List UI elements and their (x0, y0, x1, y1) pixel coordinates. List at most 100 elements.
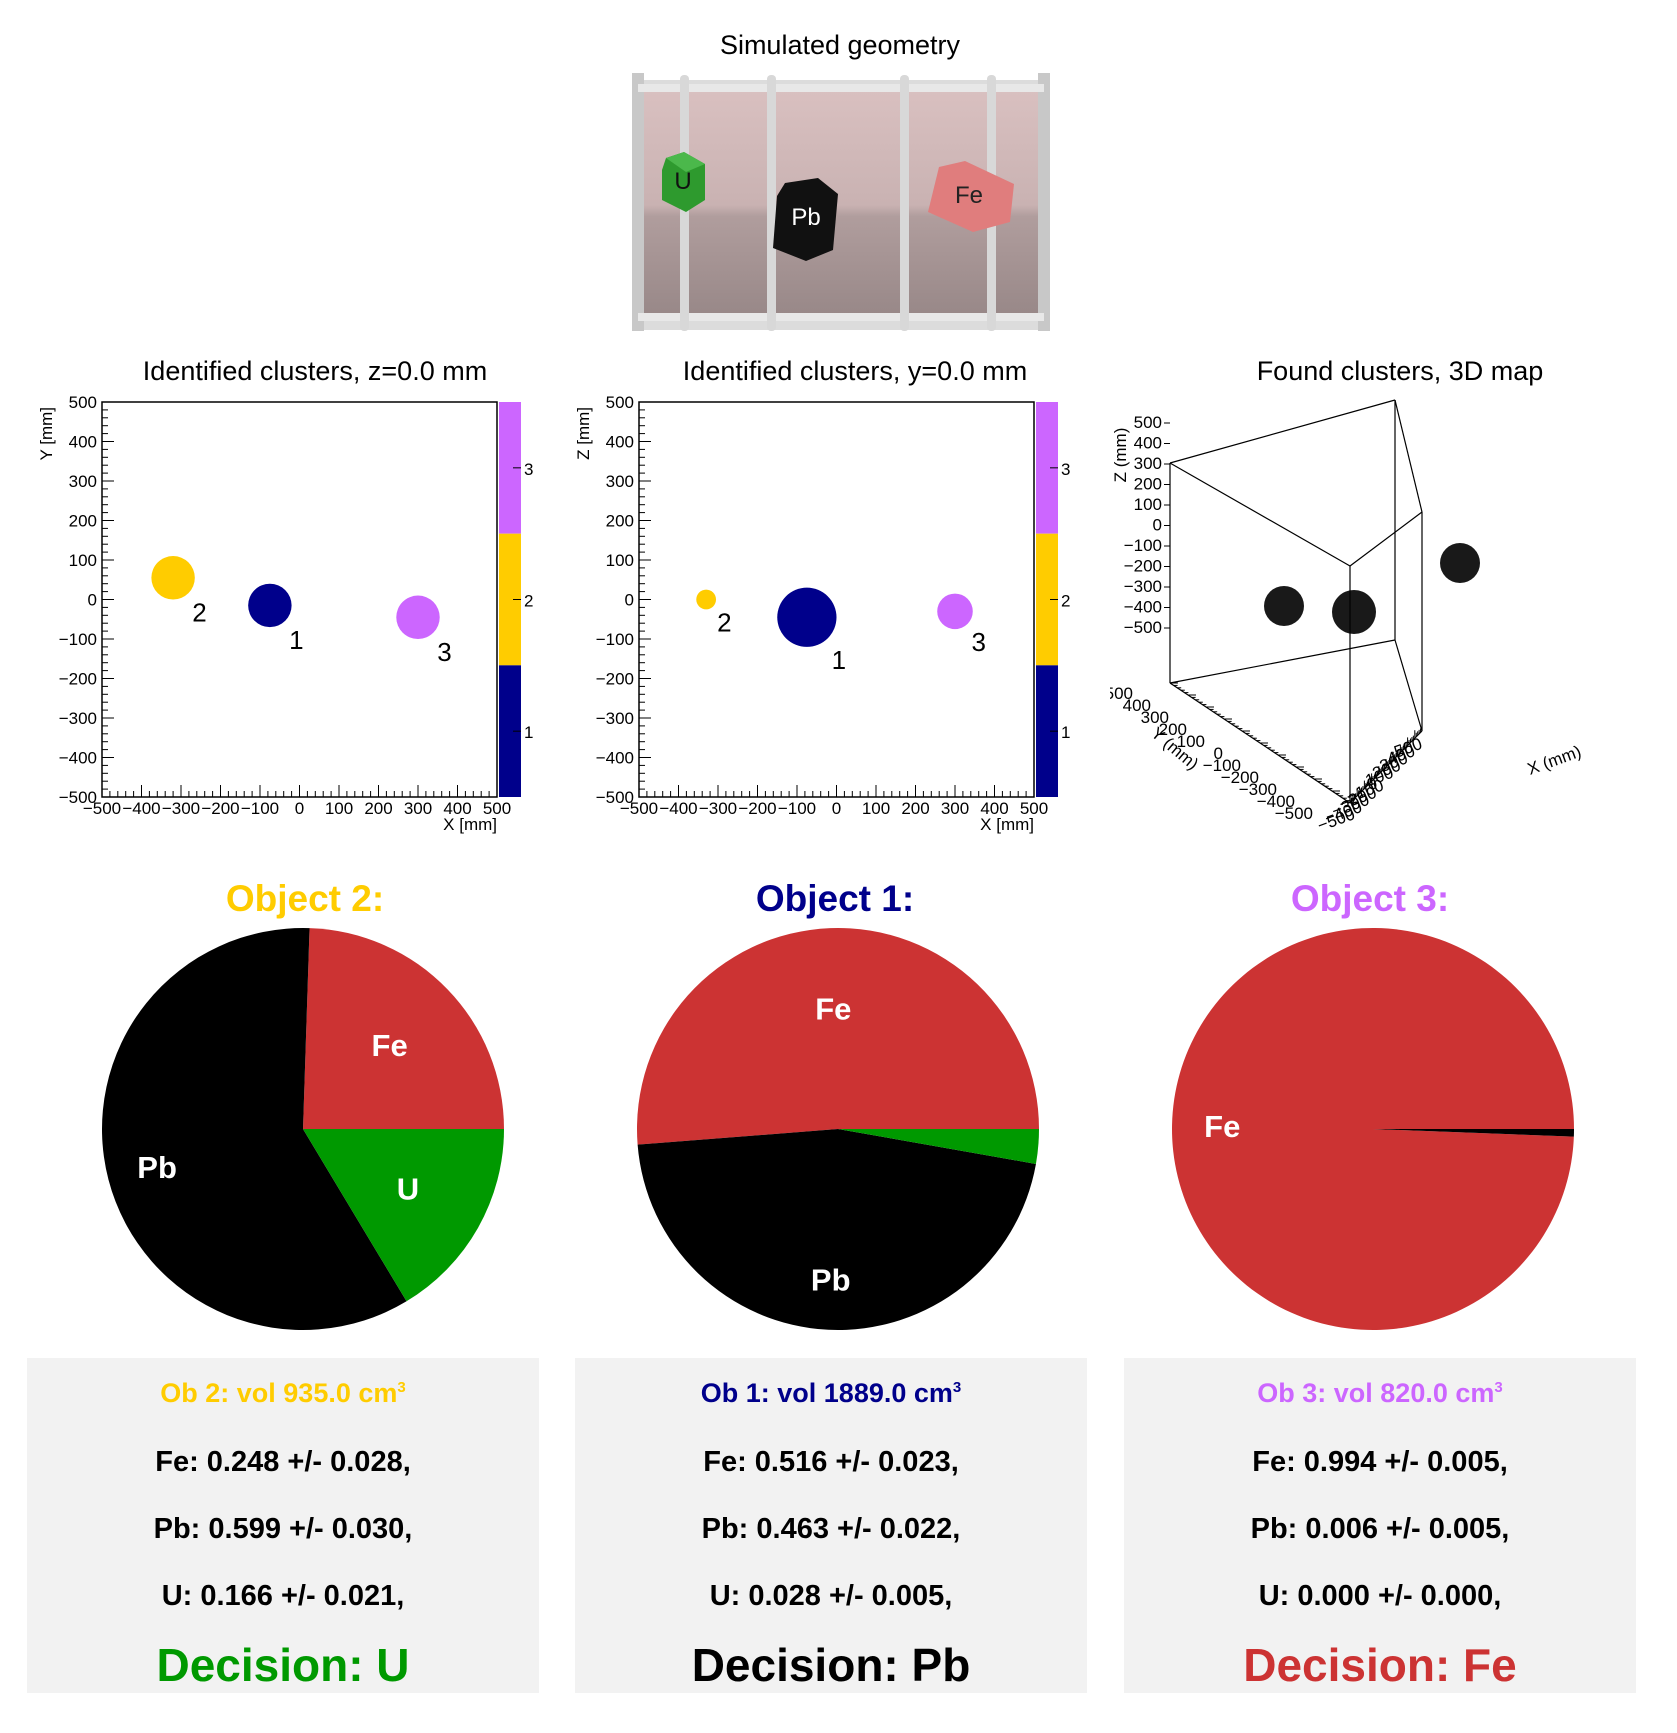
cluster-blob (777, 587, 837, 647)
z-tick-label: 300 (1134, 454, 1162, 473)
y-tick-label: 400 (606, 433, 634, 452)
colorbar-segment (499, 402, 521, 534)
map3d-title: Found clusters, 3D map (1256, 356, 1544, 386)
heatmap-y-chart: −500 −400 −300 −200 −100 0 100 200 300 400 5005004… (577, 395, 1070, 834)
y-tick-label: 200 (69, 512, 97, 531)
panel-fe-fraction: Fe: 0.994 +/- 0.005, (1252, 1446, 1508, 1478)
x-axis-label: X [mm] (980, 815, 1034, 834)
y-tick-label: −200 (596, 670, 634, 689)
y-tick-label: 400 (1123, 696, 1151, 715)
panel-pb-fraction: Pb: 0.006 +/- 0.005, (1250, 1513, 1510, 1545)
x-tick-label: 300 (941, 799, 969, 818)
x-tick-label: 0 (295, 799, 304, 818)
cluster-blob (937, 593, 973, 630)
y-tick-label: 200 (1159, 720, 1187, 739)
cluster-blob (151, 556, 195, 600)
pie-object3: Fe (1172, 928, 1574, 1331)
x-axis-label: X [mm] (443, 815, 497, 834)
x-tick-label: 200 (901, 799, 929, 818)
y-tick-label: −200 (1221, 768, 1259, 787)
y-tick-label: 500 (1110, 684, 1133, 703)
z-tick-label: −100 (1124, 536, 1162, 555)
x-tick-label: 200 (364, 799, 392, 818)
pie-slice-pb (637, 1129, 1036, 1330)
box-edge (1169, 639, 1396, 684)
z-axis-label: Z (mm) (1111, 428, 1130, 483)
y-tick-label: −500 (59, 788, 97, 807)
x-tick-label: −100 (778, 799, 816, 818)
panel-fe-fraction: Fe: 0.248 +/- 0.028, (155, 1446, 411, 1478)
geometry-label-fe: Fe (955, 182, 983, 209)
pie-slice-pb (101, 928, 407, 1330)
pie-slice-fe (1172, 928, 1574, 1331)
x-tick-label: −300 (699, 799, 737, 818)
heatmap-y-title: Identified clusters, y=0.0 mm (682, 356, 1028, 386)
colorbar-label: 3 (1061, 460, 1070, 479)
x-tick-label: −200 (201, 799, 239, 818)
pie-object2-title: Object 2: (225, 878, 385, 919)
y-tick-label: 500 (69, 395, 97, 412)
pie-slice-pb (1373, 1129, 1574, 1137)
pie-label-fe: Fe (815, 991, 851, 1026)
colorbar-segment (1036, 533, 1058, 666)
y-tick-label: 100 (1177, 732, 1205, 751)
colorbar-segment (1036, 402, 1058, 534)
pie-label-fe: Fe (1204, 1109, 1240, 1144)
x-tick-label: 400 (980, 799, 1008, 818)
y-tick-label: −400 (1257, 792, 1295, 811)
x-tick-label: 400 (443, 799, 471, 818)
pie-object3-title: Object 3: (1290, 878, 1450, 919)
result-panel-object3: Ob 3: vol 820.0 cm3 Fe: 0.994 +/- 0.005,… (1124, 1358, 1636, 1693)
iron-cube: Fe (928, 161, 1014, 232)
y-tick-label: 500 (606, 395, 634, 412)
x-tick-label: 500 (483, 799, 511, 818)
panel-decision: Decision: U (156, 1639, 410, 1691)
x-tick-label: 100 (325, 799, 353, 818)
y-tick-label: −400 (596, 749, 634, 768)
simulated-geometry-image: U Pb Fe (632, 73, 1050, 331)
z-tick-label: −300 (1124, 577, 1162, 596)
panel-decision: Decision: Pb (691, 1639, 971, 1691)
y-tick-label: 200 (606, 512, 634, 531)
box-edge (1394, 639, 1423, 732)
colorbar-label: 3 (524, 460, 533, 479)
cluster-blob (248, 583, 292, 628)
y-tick-label: 0 (1214, 744, 1223, 763)
panel-decision: Decision: Fe (1243, 1639, 1517, 1691)
result-panel-object2: Ob 2: vol 935.0 cm3 Fe: 0.248 +/- 0.028,… (27, 1358, 539, 1693)
x-tick-label: 0 (832, 799, 841, 818)
y-tick-label: −300 (596, 709, 634, 728)
y-tick-label: −300 (59, 709, 97, 728)
colorbar-segment (499, 533, 521, 666)
y-axis-label: Y [mm] (40, 407, 56, 461)
y-tick-label: −400 (59, 749, 97, 768)
uranium-cube: U (662, 152, 705, 212)
x-tick-label: −200 (738, 799, 776, 818)
pie-object1: Fe Pb (636, 927, 1039, 1330)
z-tick-label: 100 (1134, 495, 1162, 514)
cluster-blob (396, 595, 440, 639)
y-tick-label: −100 (59, 630, 97, 649)
box-edge (1394, 399, 1423, 513)
colorbar-label: 2 (1061, 592, 1070, 611)
z-tick-label: 200 (1134, 475, 1162, 494)
y-tick-label: −500 (596, 788, 634, 807)
cluster-point-cloud (1332, 590, 1376, 634)
pie-slice-u (303, 1129, 504, 1302)
heatmap-z-chart: −500 −400 −300 −200 −100 0 100 200 300 400 5005004… (40, 395, 533, 834)
y-tick-label: 400 (69, 433, 97, 452)
panel-u-fraction: U: 0.000 +/- 0.000, (1258, 1580, 1502, 1612)
cluster-point-cloud (1264, 586, 1304, 626)
cluster-label: 1 (832, 645, 846, 675)
x-tick-label: −500 (620, 799, 658, 818)
y-tick-label: 300 (1141, 708, 1169, 727)
heatmap-z-title: Identified clusters, z=0.0 mm (142, 356, 488, 386)
y-tick-label: −100 (1203, 756, 1241, 775)
x-tick-label: −500 (83, 799, 121, 818)
panel-u-fraction: U: 0.166 +/- 0.021, (161, 1580, 405, 1612)
panel-pb-fraction: Pb: 0.463 +/- 0.022, (701, 1513, 961, 1545)
colorbar-segment (499, 665, 521, 797)
z-tick-label: −500 (1124, 618, 1162, 637)
panel-fe-fraction: Fe: 0.516 +/- 0.023, (703, 1446, 959, 1478)
cluster-label: 3 (437, 637, 451, 667)
